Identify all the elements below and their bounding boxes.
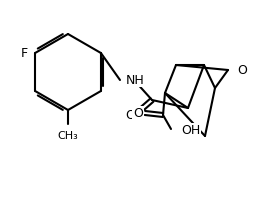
Text: O: O bbox=[125, 108, 135, 121]
Text: NH: NH bbox=[126, 73, 145, 86]
Text: O: O bbox=[133, 106, 143, 119]
Text: F: F bbox=[21, 46, 28, 59]
Text: CH₃: CH₃ bbox=[58, 131, 78, 141]
Text: OH: OH bbox=[181, 123, 200, 136]
Text: O: O bbox=[237, 64, 247, 77]
